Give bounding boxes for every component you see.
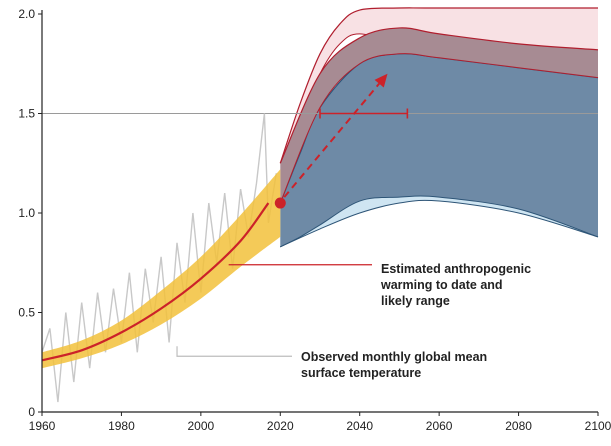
projection-bands [279,7,599,248]
x-tick-label: 2060 [426,419,453,433]
annotation-1-line-3: likely range [381,294,450,308]
y-tick-label: 0.5 [18,306,35,320]
projection-arrow-shaft [283,83,380,198]
y-tick-label: 0 [28,405,35,419]
annotation-1-line-2: warming to date and [380,278,503,292]
x-tick-label: 1960 [29,419,56,433]
y-tick-label: 1.5 [18,107,35,121]
y-tick-label: 2.0 [18,7,35,21]
projection-band-3 [280,53,598,247]
markers-group [274,73,409,209]
y-tick-label: 1.0 [18,206,35,220]
projection-arrow-head [374,73,388,88]
projection-band-upper-edge-1 [279,7,598,164]
annotation-1-line-1: Estimated anthropogenic [381,262,531,276]
projection-band-upper-edge-4 [279,27,599,164]
x-tick-label: 2100 [585,419,611,433]
x-tick-label: 2000 [188,419,215,433]
observed-series-group [41,113,277,403]
x-tick-label: 2080 [505,419,532,433]
annotation-2-line-1: Observed monthly global mean [301,350,487,364]
annotations: Estimated anthropogenic warming to date a… [176,262,531,380]
annotation-2-line-2: surface temperature [301,366,421,380]
annotation-leader-2 [176,346,292,357]
x-tick-label: 2020 [267,419,294,433]
current-warming-point [274,197,286,209]
anthropogenic-warming-line [41,202,270,362]
projection-band-lower-edge-2 [280,199,599,248]
anthropogenic-series-group [41,202,270,362]
likely-range-band [42,169,281,369]
projection-band-lower-edge-4 [279,53,599,204]
x-tick-label: 1980 [108,419,135,433]
likely-range-group [42,169,281,369]
observed-temperature-line [41,113,277,403]
axes: 1960 1980 2000 2020 2040 2060 2080 2100 0 0.5 1.0 1… [18,7,611,433]
x-tick-label: 2040 [346,419,373,433]
projection-band-lower-edge-3 [280,195,599,248]
